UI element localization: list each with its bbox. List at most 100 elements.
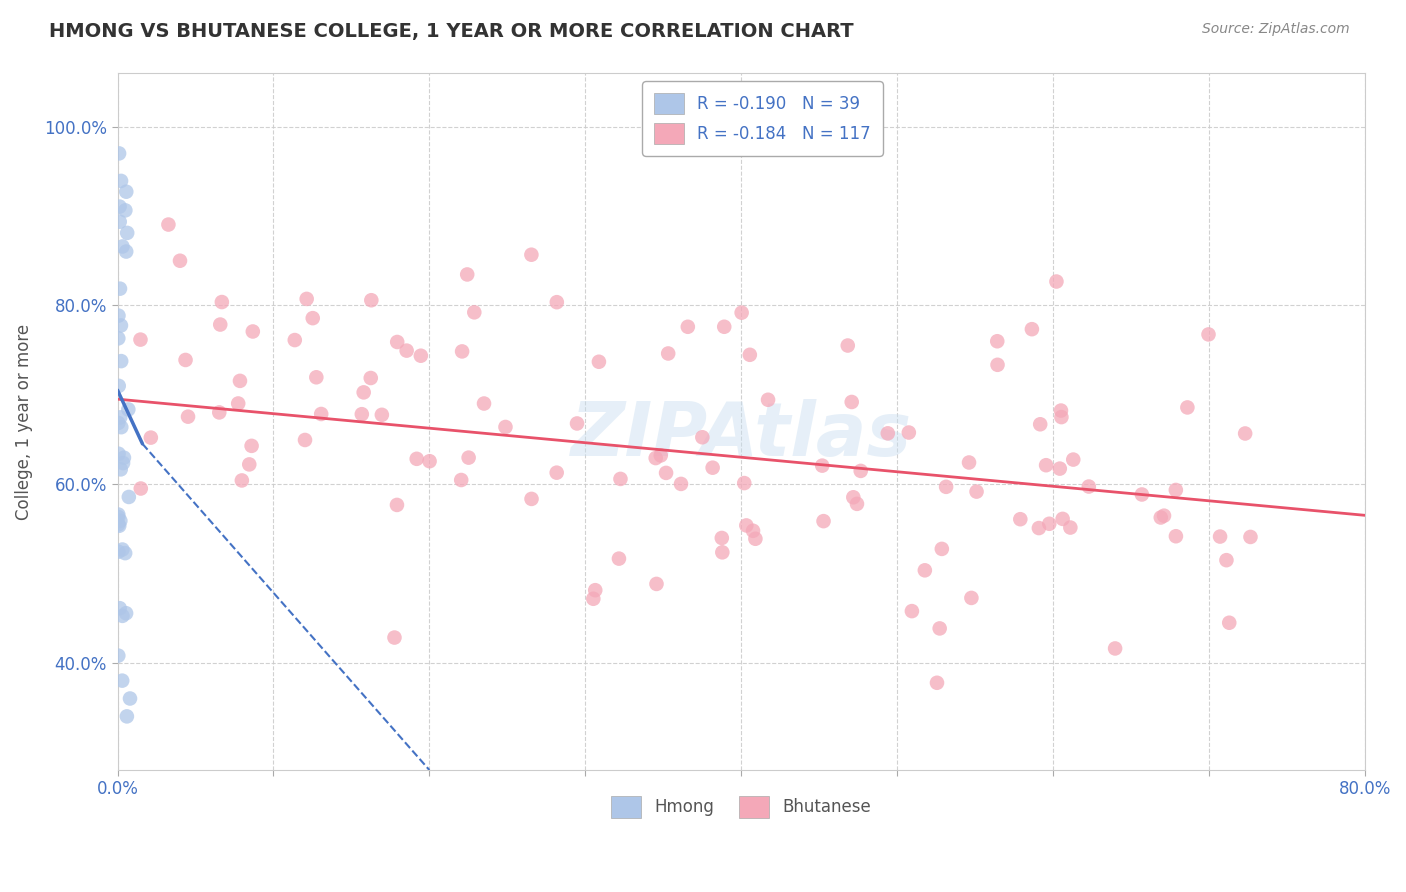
Point: [669, 477, 692, 491]
Point: [111, 542, 134, 557]
Point: [935, 480, 957, 494]
Point: [139, 431, 162, 445]
Point: [174, 353, 197, 368]
Point: [1198, 327, 1220, 342]
Point: [107, 517, 129, 532]
Point: [385, 498, 408, 512]
Point: [1062, 452, 1084, 467]
Point: [110, 410, 132, 425]
Point: [730, 306, 752, 320]
Point: [960, 591, 983, 605]
Point: [157, 218, 180, 232]
Point: [1150, 510, 1173, 524]
Point: [546, 466, 568, 480]
Point: [110, 318, 132, 333]
Point: [676, 319, 699, 334]
Point: [1215, 553, 1237, 567]
Point: [108, 282, 131, 296]
Point: [111, 673, 134, 688]
Point: [309, 407, 332, 421]
Point: [588, 355, 610, 369]
Point: [925, 675, 948, 690]
Point: [107, 545, 129, 559]
Point: [546, 295, 568, 310]
Point: [350, 407, 373, 421]
Point: [1218, 615, 1240, 630]
Point: [384, 631, 406, 645]
Point: [117, 402, 139, 417]
Point: [110, 462, 132, 476]
Point: [1029, 417, 1052, 432]
Point: [240, 439, 263, 453]
Point: [463, 305, 485, 319]
Point: [1239, 530, 1261, 544]
Point: [360, 371, 382, 385]
Point: [711, 545, 734, 559]
Point: [966, 484, 988, 499]
Point: [957, 455, 980, 469]
Point: [742, 524, 765, 538]
Point: [931, 541, 953, 556]
Point: [1077, 479, 1099, 493]
Point: [733, 476, 755, 491]
Point: [692, 430, 714, 444]
Point: [1052, 512, 1074, 526]
Point: [110, 174, 132, 188]
Point: [607, 551, 630, 566]
Point: [111, 239, 134, 253]
Point: [169, 253, 191, 268]
Point: [1153, 508, 1175, 523]
Point: [1049, 461, 1071, 475]
Point: [110, 420, 132, 434]
Point: [520, 248, 543, 262]
Point: [735, 518, 758, 533]
Point: [211, 295, 233, 310]
Point: [242, 325, 264, 339]
Point: [1045, 275, 1067, 289]
Point: [107, 648, 129, 663]
Point: [238, 458, 260, 472]
Point: [457, 450, 479, 465]
Point: [1010, 512, 1032, 526]
Point: [115, 226, 138, 240]
Point: [1059, 520, 1081, 534]
Point: [112, 456, 135, 470]
Point: [107, 379, 129, 393]
Point: [118, 490, 141, 504]
Point: [208, 405, 231, 419]
Point: [112, 450, 135, 465]
Point: [108, 518, 131, 533]
Point: [209, 318, 232, 332]
Point: [713, 319, 735, 334]
Point: [284, 333, 307, 347]
Point: [837, 338, 859, 352]
Point: [744, 532, 766, 546]
Point: [395, 343, 418, 358]
Point: [114, 203, 136, 218]
Point: [813, 514, 835, 528]
Point: [846, 497, 869, 511]
Point: [108, 146, 131, 161]
Point: [353, 385, 375, 400]
Point: [107, 416, 129, 430]
Point: [305, 370, 328, 384]
Point: [1209, 530, 1232, 544]
Point: [738, 348, 761, 362]
Point: [1028, 521, 1050, 535]
Point: [897, 425, 920, 440]
Legend: Hmong, Bhutanese: Hmong, Bhutanese: [605, 789, 877, 824]
Point: [472, 396, 495, 410]
Point: [177, 409, 200, 424]
Point: [405, 451, 427, 466]
Point: [110, 354, 132, 368]
Point: [1050, 410, 1073, 425]
Point: [655, 466, 678, 480]
Point: [360, 293, 382, 308]
Point: [231, 474, 253, 488]
Point: [650, 449, 672, 463]
Text: Source: ZipAtlas.com: Source: ZipAtlas.com: [1202, 22, 1350, 37]
Point: [419, 454, 441, 468]
Point: [842, 490, 865, 504]
Point: [108, 200, 131, 214]
Point: [409, 349, 432, 363]
